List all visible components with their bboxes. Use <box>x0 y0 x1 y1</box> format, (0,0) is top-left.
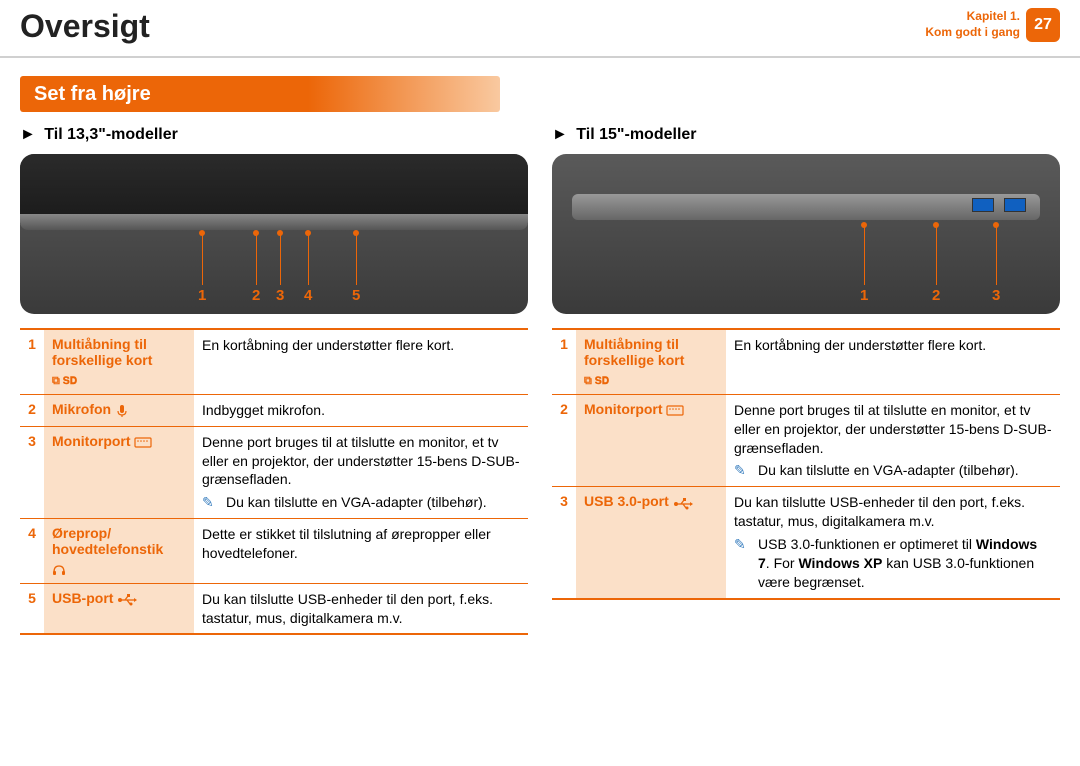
heading-15-text: Til 15"-modeller <box>576 126 696 143</box>
row-number: 1 <box>552 329 576 394</box>
col-15inch: ► Til 15"-modeller 123 1Multiåbning til … <box>552 126 1060 635</box>
row-label: USB-port <box>44 583 194 634</box>
heading-15: ► Til 15"-modeller <box>552 126 1060 144</box>
table-row: 2Monitorport Denne port bruges til at ti… <box>552 394 1060 487</box>
note-icon: ✎ <box>734 461 752 480</box>
callout-number: 3 <box>992 287 1000 304</box>
page-number-badge: 27 <box>1026 8 1060 42</box>
col-13inch: ► Til 13,3"-modeller 12345 1Multiåbning … <box>20 126 528 635</box>
headphone-icon <box>52 560 66 576</box>
chapter-label: Kapitel 1. Kom godt i gang <box>925 9 1020 40</box>
callout-number: 2 <box>252 287 260 304</box>
table-row: 3USB 3.0-port Du kan tilslutte USB-enhed… <box>552 487 1060 599</box>
callout-number: 4 <box>304 287 312 304</box>
heading-13: ► Til 13,3"-modeller <box>20 126 528 144</box>
table-row: 2Mikrofon Indbygget mikrofon. <box>20 394 528 426</box>
columns: ► Til 13,3"-modeller 12345 1Multiåbning … <box>0 126 1080 635</box>
row-description: En kortåbning der understøtter flere kor… <box>726 329 1060 394</box>
row-description: Indbygget mikrofon. <box>194 394 528 426</box>
callout-number: 2 <box>932 287 940 304</box>
sd-card-icon <box>52 371 77 388</box>
laptop-13-illustration <box>20 154 528 224</box>
row-label: Multiåbning til forskellige kort <box>576 329 726 394</box>
row-label: Mikrofon <box>44 394 194 426</box>
chapter-line1: Kapitel 1. <box>925 9 1020 25</box>
callout: 3 <box>276 233 284 304</box>
laptop-15-illustration <box>572 194 1040 220</box>
triangle-icon: ► <box>20 126 36 143</box>
page-title: Oversigt <box>20 8 150 45</box>
callout-number: 5 <box>352 287 360 304</box>
table-row: 3Monitorport Denne port bruges til at ti… <box>20 426 528 519</box>
callout-number: 1 <box>198 287 206 304</box>
row-label: USB 3.0-port <box>576 487 726 599</box>
callout-number: 1 <box>860 287 868 304</box>
triangle-icon: ► <box>552 126 568 143</box>
usb-icon <box>673 495 693 511</box>
row-number: 1 <box>20 329 44 394</box>
callout: 3 <box>992 225 1000 304</box>
note-icon: ✎ <box>202 493 220 512</box>
row-number: 2 <box>20 394 44 426</box>
monitor-icon <box>666 402 684 418</box>
row-description: Du kan tilslutte USB-enheder til den por… <box>194 583 528 634</box>
row-number: 5 <box>20 583 44 634</box>
header-right: Kapitel 1. Kom godt i gang 27 <box>925 8 1060 42</box>
row-description: Dette er stikket til tilslutning af ørep… <box>194 519 528 583</box>
row-label: Monitorport <box>576 394 726 487</box>
row-number: 2 <box>552 394 576 487</box>
usb-port-icon <box>972 198 994 212</box>
product-image-15: 1 2 3 <box>552 154 1060 314</box>
row-description: Du kan tilslutte USB-enheder til den por… <box>726 487 1060 599</box>
note-icon: ✎ <box>734 535 752 592</box>
chapter-line2: Kom godt i gang <box>925 25 1020 41</box>
callout: 4 <box>304 233 312 304</box>
table-row: 4Øreprop/ hovedtelefonstikDette er stikk… <box>20 519 528 583</box>
row-number: 4 <box>20 519 44 583</box>
row-number: 3 <box>552 487 576 599</box>
product-image-13: 12345 <box>20 154 528 314</box>
callout: 1 <box>860 225 868 304</box>
row-description: Denne port bruges til at tilslutte en mo… <box>726 394 1060 487</box>
spec-table-15: 1Multiåbning til forskellige kortEn kort… <box>552 328 1060 600</box>
callout-number: 3 <box>276 287 284 304</box>
callout: 5 <box>352 233 360 304</box>
callout: 1 <box>198 233 206 304</box>
callout: 2 <box>932 225 940 304</box>
row-label: Multiåbning til forskellige kort <box>44 329 194 394</box>
monitor-icon <box>134 434 152 450</box>
sd-card-icon <box>584 371 609 388</box>
page-header: Oversigt Kapitel 1. Kom godt i gang 27 <box>0 0 1080 58</box>
row-description: En kortåbning der understøtter flere kor… <box>194 329 528 394</box>
heading-13-text: Til 13,3"-modeller <box>44 126 178 143</box>
usb-port-icon <box>1004 198 1026 212</box>
table-row: 1Multiåbning til forskellige kortEn kort… <box>552 329 1060 394</box>
microphone-icon <box>115 402 129 418</box>
row-number: 3 <box>20 426 44 519</box>
table-row: 5USB-port Du kan tilslutte USB-enheder t… <box>20 583 528 634</box>
section-banner: Set fra højre <box>20 76 500 112</box>
row-label: Øreprop/ hovedtelefonstik <box>44 519 194 583</box>
row-description: Denne port bruges til at tilslutte en mo… <box>194 426 528 519</box>
row-label: Monitorport <box>44 426 194 519</box>
callout: 2 <box>252 233 260 304</box>
table-row: 1Multiåbning til forskellige kortEn kort… <box>20 329 528 394</box>
spec-table-13: 1Multiåbning til forskellige kortEn kort… <box>20 328 528 635</box>
usb-icon <box>117 591 137 607</box>
